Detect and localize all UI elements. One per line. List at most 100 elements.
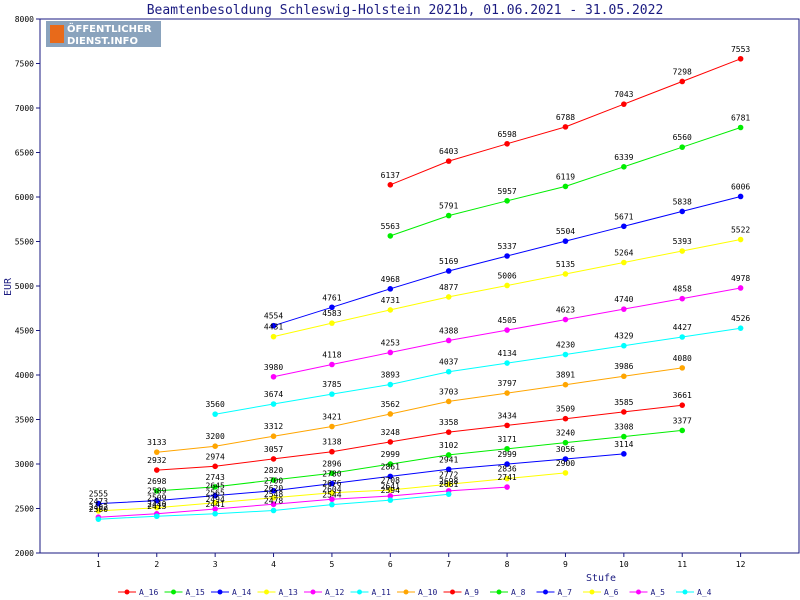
data-label: 2604 [322,485,341,494]
data-label: 2741 [497,473,516,482]
legend-item: A_5 [629,588,665,597]
series-a-6: 2473 2509 2565 2620 2676 2708 2772 2836 2900 [89,459,575,514]
legend-label: A_10 [418,588,437,597]
data-label: 2780 [322,470,341,479]
data-label: 4583 [322,309,341,318]
data-label: 2861 [381,462,400,471]
series-line [156,367,683,453]
data-point [95,500,102,507]
data-point [679,402,686,408]
data-label: 4037 [439,358,458,367]
data-label: 2441 [206,500,225,509]
data-point [562,439,569,446]
data-point [445,466,452,473]
data-point [270,507,277,514]
legend-label: A_4 [697,588,712,597]
data-point [621,223,627,230]
data-label: 7298 [673,67,692,76]
data-point [387,411,394,417]
y-tick-label: 3000 [15,460,34,469]
x-tick-label: 8 [505,560,510,569]
legend-item: A_14 [211,588,251,597]
legend-label: A_15 [186,588,205,597]
data-point [212,510,218,517]
data-label: 3797 [497,379,516,388]
series-a-14: 4554 4761 4968 5169 5337 5504 5671 5838 6006 [264,182,750,329]
legend-swatch-marker [543,589,548,595]
data-point [329,391,335,397]
legend-label: A_7 [558,588,573,597]
legend-item: A_4 [676,588,712,597]
data-point [329,470,335,477]
series-line [273,196,741,327]
data-point [737,193,744,200]
data-label: 2698 [439,477,458,486]
series-a-8: 2698 2743 2820 2896 2999 3102 3171 3240 3308 3377 [147,416,692,494]
legend-label: A_11 [372,588,391,597]
data-label: 5957 [497,187,516,196]
y-tick-label: 3500 [15,416,34,425]
data-label: 6119 [556,172,575,181]
data-label: 3585 [614,398,633,407]
data-label: 6781 [731,113,750,122]
data-label: 4080 [673,354,692,363]
data-label: 3421 [322,413,341,422]
data-label: 4731 [381,296,400,305]
data-point [445,491,452,497]
data-point [270,495,277,501]
data-point [504,253,510,259]
data-label: 4253 [381,338,400,347]
data-label: 2932 [147,456,166,465]
legend-item: A_12 [304,588,344,597]
x-tick-label: 5 [330,560,335,569]
data-label: 5006 [497,271,516,280]
data-label: 4427 [673,323,692,332]
data-label: 2661 [439,480,458,489]
data-point [445,368,452,375]
legend-item: A_7 [536,588,573,597]
data-label: 2494 [206,495,225,504]
data-point [562,456,569,462]
data-point [445,158,452,164]
data-label: 2896 [322,459,341,468]
data-label: 2548 [264,490,283,499]
data-point [329,320,335,326]
data-point [737,236,744,243]
y-tick-label: 5500 [15,238,34,247]
logo-mark [50,25,64,43]
legend-swatch-marker [171,589,176,595]
x-tick-label: 11 [677,560,687,569]
data-point [504,484,510,490]
data-point [621,259,627,266]
data-label: 6598 [497,130,516,139]
legend-swatch-marker [310,589,316,595]
series-layer: 6137 6403 6598 6788 7043 7298 7553 5563 5791 5957… [89,45,750,522]
data-label: 4858 [673,285,692,294]
data-point [679,334,686,340]
data-point [329,501,335,508]
data-label: 2836 [497,465,516,474]
data-label: 5169 [439,257,458,266]
data-point [621,433,627,440]
data-point [445,337,452,344]
data-label: 3986 [614,362,633,371]
data-point [504,422,510,429]
data-point [445,212,452,219]
data-point [212,443,218,450]
data-point [562,316,569,323]
legend-item: A_9 [443,588,479,597]
data-label: 5563 [381,222,400,231]
data-point [329,490,335,496]
legend-label: A_16 [139,588,158,597]
data-label: 5671 [614,212,633,221]
data-label: 2743 [206,473,225,482]
data-point [445,268,452,274]
data-label: 4761 [322,293,341,302]
data-label: 3509 [556,405,575,414]
data-label: 2641 [381,482,400,491]
data-point [329,448,335,455]
data-label: 2380 [89,505,108,514]
data-point [329,304,335,311]
data-point [270,401,277,407]
data-point [153,504,160,511]
